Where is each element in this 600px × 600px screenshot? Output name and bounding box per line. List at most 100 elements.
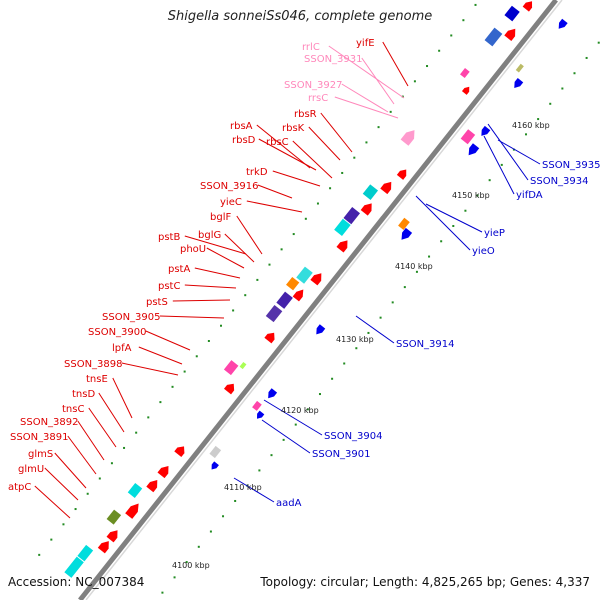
- leader-line: [328, 45, 405, 99]
- forward-gene: [125, 503, 139, 519]
- tick-dot: [329, 187, 332, 190]
- tick-dot: [450, 34, 453, 37]
- gene-label: pstS: [146, 297, 168, 308]
- forward-gene: [504, 5, 520, 22]
- kbp-label: 4120 kbp: [281, 406, 319, 415]
- forward-gene: [286, 276, 300, 291]
- forward-gene: [77, 544, 94, 562]
- reverse-gene: [252, 400, 262, 411]
- forward-gene: [343, 207, 361, 225]
- tick-dot: [270, 454, 273, 457]
- reverse-gene: [398, 217, 410, 230]
- forward-gene: [127, 482, 143, 498]
- tick-dot: [209, 530, 212, 533]
- leader-line: [382, 41, 409, 87]
- leader-line: [341, 83, 389, 113]
- reverse-gene: [268, 388, 278, 399]
- gene-label: rbsR: [294, 109, 317, 120]
- gene-label: trkD: [246, 167, 268, 178]
- gene-label: atpC: [8, 482, 31, 493]
- leader-line: [138, 346, 183, 365]
- forward-gene: [504, 28, 516, 42]
- label-leaders: [34, 41, 541, 519]
- leader-line: [320, 112, 353, 153]
- gene-label: SSON_3901: [312, 449, 371, 460]
- leader-line: [54, 452, 87, 489]
- leader-line: [246, 200, 303, 213]
- reverse-gene: [481, 125, 491, 136]
- tick-dot: [123, 446, 126, 449]
- leader-line: [172, 299, 231, 302]
- gene-label: glmS: [28, 449, 53, 460]
- tick-dot: [318, 393, 321, 396]
- leader-line: [112, 377, 133, 419]
- tick-dot: [597, 41, 600, 44]
- gene-label: SSON_3904: [324, 431, 383, 442]
- leader-line: [483, 135, 515, 195]
- forward-gene: [157, 465, 169, 479]
- tick-dot: [98, 477, 101, 480]
- leader-line: [77, 420, 105, 461]
- tick-dot: [294, 423, 297, 426]
- gene-label: SSON_3914: [396, 339, 455, 350]
- tick-dot: [353, 156, 356, 159]
- tick-dot: [74, 508, 77, 511]
- feature-glyphs: [64, 1, 568, 578]
- leader-line: [415, 195, 471, 251]
- gene-label: tnsC: [62, 404, 84, 415]
- gene-label: tnsD: [72, 389, 95, 400]
- gene-label: SSON_3898: [64, 359, 123, 370]
- reverse-gene: [316, 324, 326, 335]
- tick-dot: [341, 171, 344, 174]
- gene-label: pstC: [158, 281, 180, 292]
- gene-label: glmU: [18, 464, 44, 475]
- tick-dot: [474, 3, 477, 6]
- tick-dot: [462, 19, 465, 22]
- kbp-label: 4130 kbp: [336, 335, 374, 344]
- reverse-gene: [558, 18, 568, 29]
- leader-line: [159, 315, 225, 319]
- tick-dot: [331, 377, 334, 380]
- map-title: Shigella sonnei Ss046, complete genome: [167, 9, 433, 24]
- tick-dot: [282, 438, 285, 441]
- forward-gene: [292, 289, 304, 302]
- gene-label: SSON_3900: [88, 327, 147, 338]
- tick-dot: [365, 141, 368, 144]
- tick-dot: [389, 110, 392, 113]
- tick-dot: [38, 553, 41, 556]
- gene-label: tnsE: [86, 374, 108, 385]
- gene-label: rbsC: [266, 137, 289, 148]
- tick-dot: [147, 416, 150, 419]
- gene-label: SSON_3927: [284, 80, 343, 91]
- forward-gene: [362, 184, 379, 200]
- reverse-gene: [209, 445, 222, 459]
- reverse-gene: [256, 410, 265, 419]
- forward-gene: [223, 360, 239, 376]
- leader-line: [261, 419, 311, 454]
- forward-gene: [276, 291, 293, 309]
- leader-line: [184, 235, 247, 255]
- forward-gene: [146, 480, 158, 493]
- forward-gene: [484, 27, 503, 47]
- tick-dot: [500, 163, 503, 166]
- tick-dot: [86, 492, 89, 495]
- tick-dot: [525, 133, 528, 136]
- leader-line: [355, 315, 395, 344]
- tick-dot: [207, 340, 210, 343]
- forward-gene: [336, 240, 348, 253]
- leader-line: [145, 330, 191, 351]
- forward-gene: [522, 1, 533, 12]
- forward-gene: [174, 446, 185, 457]
- reverse-gene: [460, 129, 476, 145]
- forward-gene: [223, 383, 235, 395]
- tick-dot: [171, 385, 174, 388]
- gene-label: SSON_3891: [10, 432, 69, 443]
- leader-line: [233, 477, 275, 503]
- gene-label: yifDA: [516, 190, 543, 201]
- tick-dot: [561, 87, 564, 90]
- tick-dot: [476, 194, 479, 197]
- gene-label: bglG: [198, 230, 221, 241]
- leader-line: [121, 362, 179, 376]
- leader-line: [497, 139, 541, 165]
